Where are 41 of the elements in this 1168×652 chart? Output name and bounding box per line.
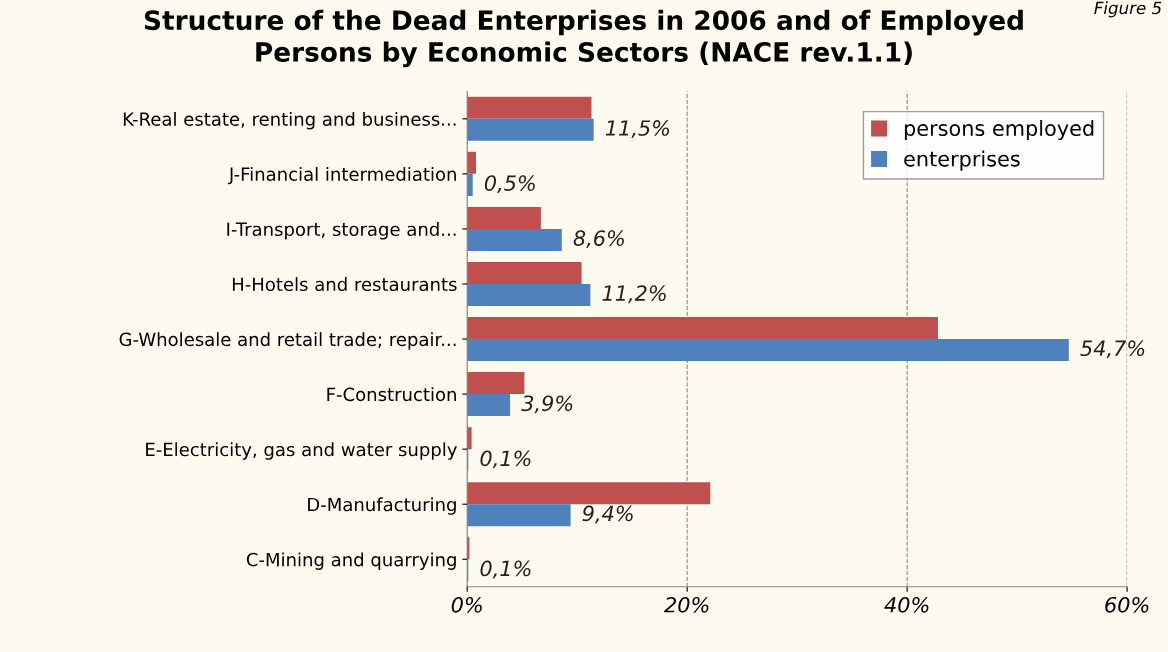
x-tick-label: 0% (451, 596, 482, 613)
y-tick-label: D-Manufacturing (308, 497, 456, 515)
bar (467, 317, 938, 340)
bar (467, 372, 525, 395)
y-tick-label: H-Hotels and restaurants (232, 277, 457, 292)
bar (467, 206, 541, 229)
chart-title: Structure of the Dead Enterprises in 2006 and of Employed Persons by Economic Sectors (NACE rev.1.1) (144, 9, 1023, 68)
bar (467, 118, 594, 141)
x-tick-label: 40% (884, 596, 929, 613)
x-tick-label: 60% (1105, 596, 1149, 613)
data-label: 0,5% (484, 175, 535, 194)
y-tick-label: K-Real estate, renting and business... (123, 111, 456, 130)
bar (467, 151, 476, 174)
bar (467, 482, 711, 505)
bar (467, 96, 592, 119)
bar (467, 339, 1069, 362)
legend-label: enterprises (904, 150, 1020, 171)
y-tick-label: G-Wholesale and retail trade; repair... (119, 332, 456, 350)
bar (467, 394, 511, 417)
data-label: 54,7% (1080, 340, 1145, 359)
x-tick-label: 20% (664, 596, 709, 613)
y-tick-label: F-Construction (327, 387, 456, 402)
data-label: 11,2% (602, 285, 666, 304)
caption: Figure 5 (1094, 1, 1162, 18)
data-label: 0,1% (480, 560, 531, 579)
y-tick-label: I-Transport, storage and... (227, 222, 456, 240)
y-tick-label: C-Mining and quarrying (246, 552, 456, 570)
bar (467, 427, 472, 450)
data-label: 11,5% (605, 120, 670, 138)
data-label: 0,1% (480, 450, 531, 469)
bar (467, 173, 473, 196)
bar (467, 228, 562, 251)
data-label: 3,9% (521, 395, 573, 414)
bar (467, 261, 582, 284)
data-label: 9,4% (582, 505, 633, 524)
data-label: 8,6% (573, 230, 624, 249)
y-tick-label: J-Financial intermediation (227, 167, 456, 185)
bar (467, 504, 571, 527)
bar (467, 283, 591, 307)
legend-label: persons employed (904, 119, 1094, 141)
y-tick-label: E-Electricity, gas and water supply (146, 442, 457, 460)
